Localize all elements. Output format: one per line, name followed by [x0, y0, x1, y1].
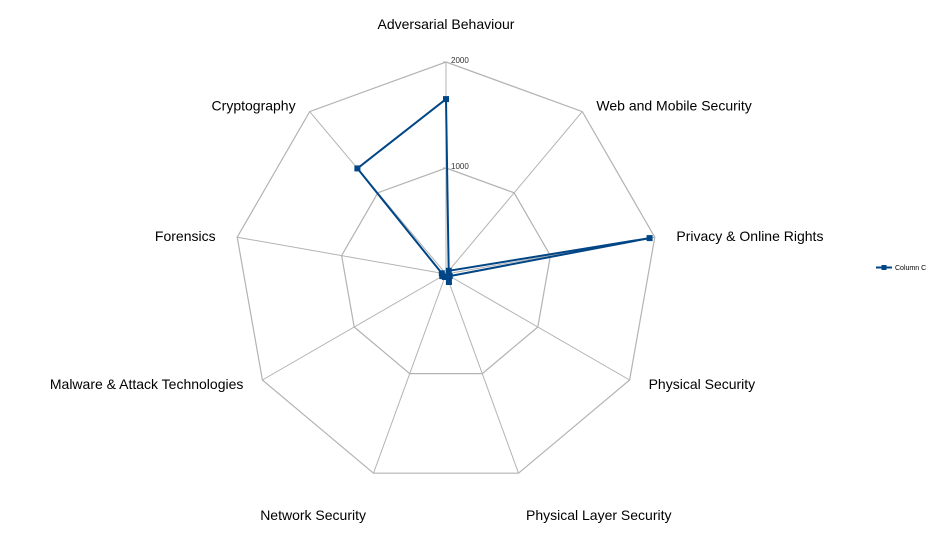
data-point: [446, 273, 453, 280]
legend-label: Column C: [895, 265, 926, 272]
legend: Column C: [876, 265, 926, 272]
data-point: [646, 235, 653, 242]
radar-ring: [340, 167, 552, 375]
category-label: Cryptography: [212, 98, 296, 114]
category-label: Adversarial Behaviour: [378, 16, 515, 32]
data-point: [445, 267, 452, 274]
data-point: [445, 279, 452, 285]
category-label: Web and Mobile Security: [596, 98, 751, 114]
category-label: Malware & Attack Technologies: [50, 376, 244, 392]
category-label: Forensics: [155, 228, 216, 244]
data-point: [443, 96, 449, 103]
category-label: Physical Layer Security: [526, 507, 672, 523]
category-label: Physical Security: [649, 376, 756, 392]
category-labels: Adversarial Behaviour Web and Mobile Secu…: [50, 16, 824, 523]
category-label: Network Security: [260, 507, 366, 523]
data-point: [438, 270, 445, 277]
legend-marker: [881, 265, 887, 270]
radar-ring: [236, 61, 656, 474]
category-label: Privacy & Online Rights: [676, 228, 823, 244]
tick-label: 1000: [451, 162, 469, 171]
series-line: [356, 98, 651, 283]
series-column-c: [354, 96, 653, 285]
radial-tick-labels: 1000 2000: [443, 56, 469, 171]
data-point: [354, 165, 361, 172]
tick-label: 2000: [451, 56, 469, 65]
